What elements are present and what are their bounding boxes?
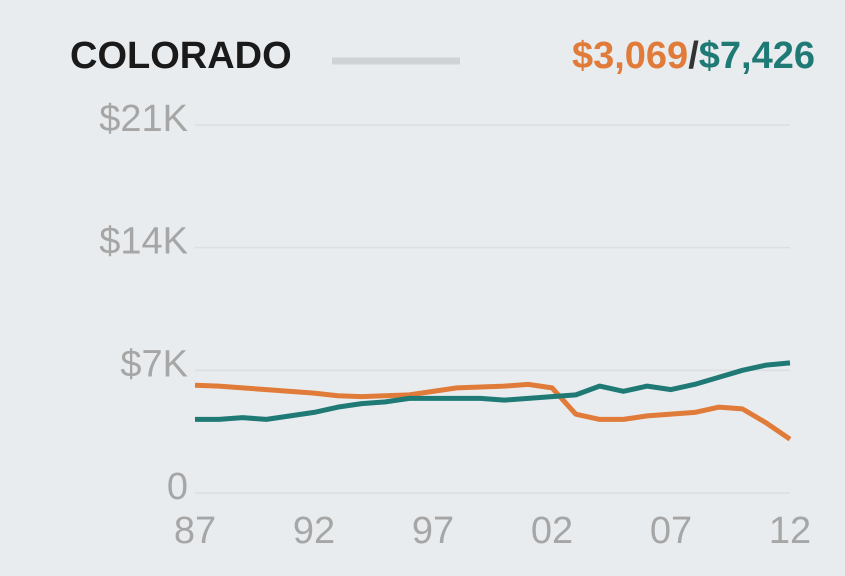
header-value: $7,426: [699, 35, 815, 77]
y-tick-label: $14K: [99, 221, 188, 263]
header-value: $3,069: [572, 35, 688, 77]
series-line: [194, 381, 792, 442]
x-tick-label: 92: [293, 510, 335, 552]
y-tick-label: $7K: [120, 343, 188, 385]
header-separator: /: [688, 35, 699, 77]
y-tick-label: 0: [167, 466, 188, 508]
header-values: $3,069/$7,426: [572, 35, 815, 77]
x-tick-label: 87: [174, 510, 216, 552]
chart-title: COLORADO: [70, 35, 292, 77]
x-tick-label: 97: [412, 510, 454, 552]
y-tick-label: $21K: [99, 98, 188, 140]
x-tick-label: 07: [650, 510, 692, 552]
series-line: [195, 360, 791, 422]
x-tick-label: 12: [769, 510, 811, 552]
x-tick-label: 02: [531, 510, 573, 552]
